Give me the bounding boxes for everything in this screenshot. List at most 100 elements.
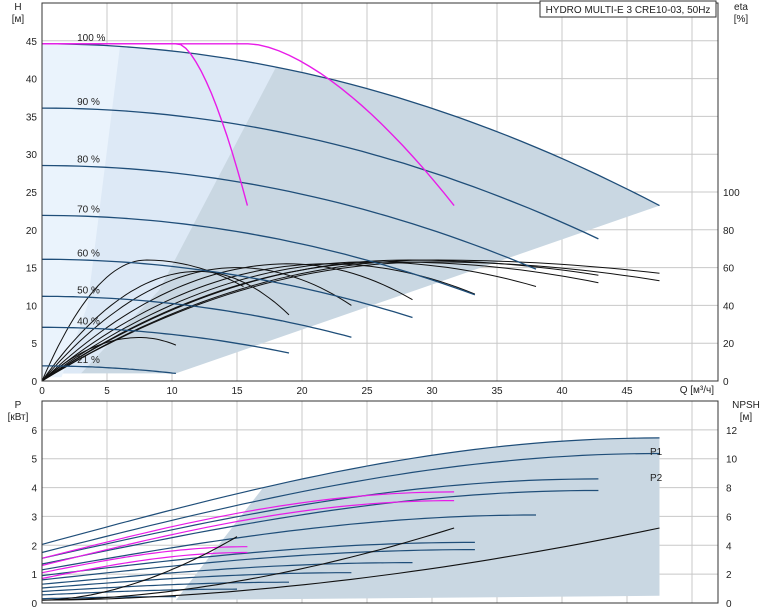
h-tick-label: 35 xyxy=(26,112,38,123)
power-duty-curve xyxy=(41,491,455,559)
speed-curve-label: 50 % xyxy=(77,285,100,296)
speed-curve-label: 90 % xyxy=(77,97,100,108)
power-curve xyxy=(41,437,660,545)
q-axis-label: Q [м³/ч] xyxy=(680,385,715,396)
eta-axis-label: eta xyxy=(734,2,748,13)
eta-tick-label: 100 xyxy=(723,188,740,199)
h-tick-label: 10 xyxy=(26,301,38,312)
chart-title: HYDRO MULTI-E 3 CRE10-03, 50Hz xyxy=(546,5,711,16)
p-tick-label: 1 xyxy=(31,570,37,581)
p-tick-label: 6 xyxy=(31,426,37,437)
qh-speed-curve xyxy=(42,365,176,375)
power-duty-curve xyxy=(41,546,248,574)
q-tick-label: 15 xyxy=(231,386,243,397)
q-tick-label: 0 xyxy=(39,386,45,397)
h-tick-label: 45 xyxy=(26,37,38,48)
efficiency-curve xyxy=(41,261,537,382)
p-tick-label: 5 xyxy=(31,455,37,466)
p-axis-label: P xyxy=(15,400,22,411)
h-tick-label: 5 xyxy=(31,339,37,350)
efficiency-curve xyxy=(41,259,660,382)
eta-tick-label: 0 xyxy=(723,377,729,388)
npsh-tick-label: 10 xyxy=(726,455,738,466)
power-curve xyxy=(41,572,352,589)
p-axis-unit: [кВт] xyxy=(8,412,29,423)
q-tick-label: 40 xyxy=(556,386,568,397)
qh-speed-curve xyxy=(41,43,660,207)
npsh-tick-label: 2 xyxy=(726,570,732,581)
qh-speed-curve xyxy=(41,164,537,270)
npsh-tick-label: 12 xyxy=(726,426,738,437)
npsh-curve xyxy=(41,527,660,601)
p-tick-label: 0 xyxy=(31,599,37,610)
power-curve xyxy=(41,588,238,596)
qh-plot-frame xyxy=(41,2,719,382)
q-tick-label: 45 xyxy=(621,386,633,397)
p-tick-label: 2 xyxy=(31,541,37,552)
h-tick-label: 20 xyxy=(26,226,38,237)
npsh-curve xyxy=(41,536,238,601)
q-tick-label: 25 xyxy=(361,386,373,397)
power-curve xyxy=(41,514,536,571)
qh-speed-curve xyxy=(42,326,290,354)
q-tick-label: 20 xyxy=(296,386,308,397)
h-tick-label: 15 xyxy=(26,264,38,275)
npsh-tick-label: 4 xyxy=(726,541,732,552)
power-curve xyxy=(41,562,413,585)
npsh-curve xyxy=(41,527,455,601)
npsh-tick-label: 6 xyxy=(726,512,732,523)
eta-axis-unit: [%] xyxy=(734,14,749,25)
eta-tick-label: 80 xyxy=(723,226,735,237)
npsh-tick-label: 8 xyxy=(726,484,732,495)
p2-series-label: P2 xyxy=(650,473,663,484)
npsh-axis-unit: [м] xyxy=(740,412,753,423)
qh-plot-area: 100 % 90 % 80 % 70 % 60 % 50 % 40 % 21 % 0 5 10 15 2… xyxy=(26,2,740,397)
p-tick-label: 4 xyxy=(31,484,37,495)
efficiency-curve xyxy=(41,263,413,382)
qh-speed-curve xyxy=(41,214,476,296)
h-tick-label: 0 xyxy=(31,377,37,388)
q-tick-label: 30 xyxy=(426,386,438,397)
power-duty-curve xyxy=(41,551,248,580)
efficiency-curve xyxy=(41,270,290,382)
eta-tick-label: 40 xyxy=(723,301,735,312)
h-axis-label: H xyxy=(14,2,21,13)
qh-duty-curve xyxy=(42,43,455,207)
q-tick-label: 5 xyxy=(104,386,110,397)
power-duty-curve xyxy=(41,500,455,567)
qh-speed-curve xyxy=(42,258,413,319)
qh-speed-curve xyxy=(41,107,599,240)
efficiency-curve xyxy=(41,261,660,382)
npsh-axis-label: NPSH xyxy=(732,400,760,411)
qh-speed-curve xyxy=(41,295,352,338)
q-tick-label: 10 xyxy=(166,386,178,397)
power-curve xyxy=(41,452,660,554)
efficiency-curve xyxy=(41,337,177,382)
p-tick-label: 3 xyxy=(31,512,37,523)
speed-curve-label: 80 % xyxy=(77,155,100,166)
npsh-tick-label: 0 xyxy=(726,599,732,610)
p1-series-label: P1 xyxy=(650,447,663,458)
speed-curve-label: 70 % xyxy=(77,204,100,215)
power-curve xyxy=(41,581,289,593)
speed-curve-label: 40 % xyxy=(77,316,100,327)
eta-tick-label: 60 xyxy=(723,264,735,275)
efficiency-curve xyxy=(41,261,599,382)
chart-title-box xyxy=(539,0,717,18)
speed-curve-label: 21 % xyxy=(77,355,100,366)
eta-tick-label: 20 xyxy=(723,339,735,350)
speed-curve-label: 100 % xyxy=(77,33,105,44)
h-tick-label: 25 xyxy=(26,188,38,199)
power-curve xyxy=(41,549,475,581)
p-plot-frame xyxy=(41,400,719,604)
qh-min-flow-zone xyxy=(42,43,120,378)
h-axis-unit: [м] xyxy=(12,14,25,25)
q-tick-label: 35 xyxy=(491,386,503,397)
h-tick-label: 30 xyxy=(26,150,38,161)
power-curve xyxy=(41,489,599,565)
speed-curve-label: 60 % xyxy=(77,248,100,259)
power-curve xyxy=(41,478,599,559)
h-tick-label: 40 xyxy=(26,75,38,86)
